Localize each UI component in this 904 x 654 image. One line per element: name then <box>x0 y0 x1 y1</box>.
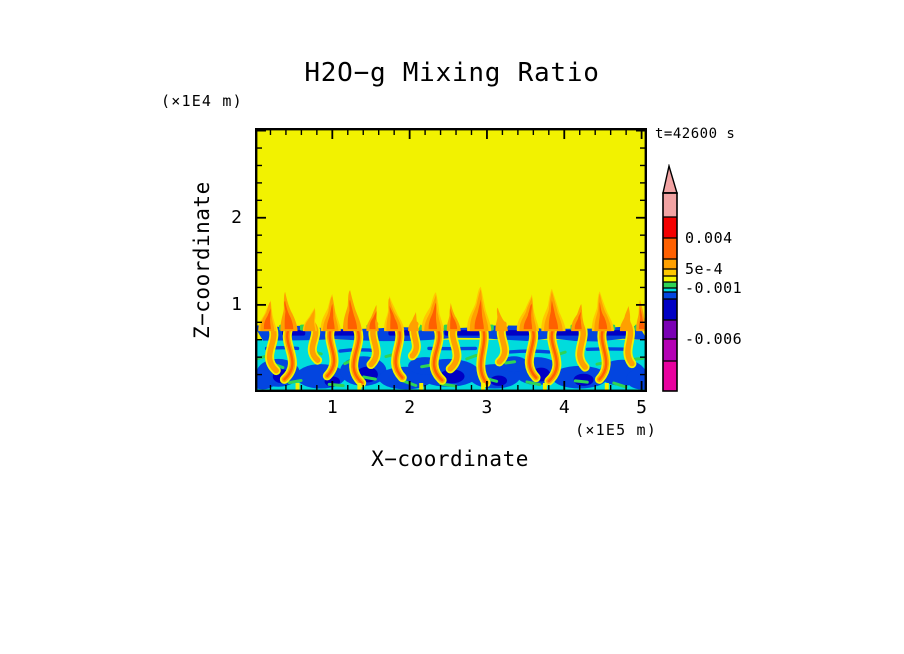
z-axis-label: Z−coordinate <box>190 181 214 339</box>
colorbar-level-label: 5e-4 <box>685 260 724 278</box>
axis-ticks <box>257 129 645 390</box>
x-tick-label: 5 <box>636 397 647 418</box>
colorbar-level-label: -0.006 <box>685 330 743 348</box>
z-axis-unit-label: (×1E4 m) <box>161 92 243 110</box>
field-canvas <box>255 128 647 392</box>
colorbar <box>662 164 678 392</box>
x-tick-label: 1 <box>326 397 338 418</box>
colorbar-level-label: 0.004 <box>685 229 733 247</box>
colorbar-level-label: -0.001 <box>685 279 743 297</box>
x-tick-label: 2 <box>404 397 416 418</box>
plot-frame <box>255 128 647 392</box>
z-tick-label: 1 <box>231 293 242 315</box>
x-axis-label: X−coordinate <box>371 447 529 471</box>
z-tick-label: 2 <box>231 206 242 228</box>
plot-title: H2O−g Mixing Ratio <box>304 58 600 88</box>
time-annotation: t=42600 s <box>655 126 736 142</box>
x-tick-label: 3 <box>481 397 493 418</box>
x-tick-label: 4 <box>558 397 570 418</box>
x-axis-unit-label: (×1E5 m) <box>575 421 657 439</box>
